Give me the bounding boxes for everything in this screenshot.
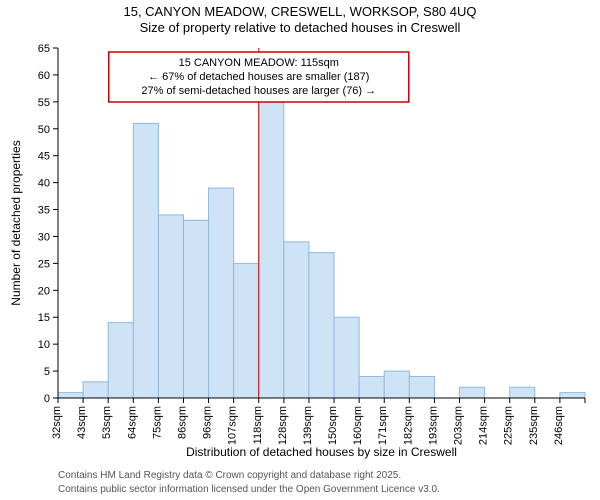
x-tick-label: 96sqm: [202, 406, 214, 439]
y-tick-label: 10: [38, 339, 50, 351]
histogram-bar: [259, 96, 284, 398]
y-tick-label: 5: [44, 366, 50, 378]
x-tick-label: 246sqm: [553, 406, 565, 445]
y-tick-label: 35: [38, 205, 50, 217]
y-tick-label: 65: [38, 43, 50, 55]
x-tick-label: 32sqm: [51, 406, 63, 439]
y-tick-label: 45: [38, 151, 50, 163]
histogram-bar: [409, 376, 434, 398]
chart-container: 15, CANYON MEADOW, CRESWELL, WORKSOP, S8…: [0, 0, 600, 500]
histogram-bar: [108, 323, 133, 398]
x-tick-label: 139sqm: [302, 406, 314, 445]
y-tick-label: 25: [38, 258, 50, 270]
y-tick-label: 30: [38, 231, 50, 243]
histogram-bar: [158, 215, 183, 398]
y-axis-label: Number of detached properties: [9, 140, 23, 305]
y-tick-label: 55: [38, 97, 50, 109]
histogram-bar: [83, 382, 108, 398]
chart-title-1: 15, CANYON MEADOW, CRESWELL, WORKSOP, S8…: [123, 4, 476, 19]
footer-line-2: Contains public sector information licen…: [58, 484, 440, 495]
histogram-bar: [510, 387, 535, 398]
annotation-line: 27% of semi-detached houses are larger (…: [141, 85, 376, 97]
x-tick-label: 235sqm: [528, 406, 540, 445]
x-tick-label: 128sqm: [277, 406, 289, 445]
y-tick-label: 0: [44, 393, 50, 405]
y-tick-label: 15: [38, 312, 50, 324]
y-tick-label: 50: [38, 124, 50, 136]
histogram-bar: [359, 376, 384, 398]
x-axis-label: Distribution of detached houses by size …: [186, 445, 457, 459]
x-tick-label: 75sqm: [151, 406, 163, 439]
x-tick-label: 160sqm: [352, 406, 364, 445]
x-tick-label: 64sqm: [126, 406, 138, 439]
histogram-bar: [209, 188, 234, 398]
y-tick-label: 20: [38, 285, 50, 297]
x-tick-label: 118sqm: [252, 406, 264, 444]
x-tick-label: 193sqm: [427, 406, 439, 445]
x-tick-label: 214sqm: [478, 406, 490, 445]
histogram-bar: [183, 220, 208, 398]
x-tick-label: 225sqm: [503, 406, 515, 445]
y-tick-label: 60: [38, 70, 50, 82]
x-tick-label: 43sqm: [76, 406, 88, 439]
x-tick-label: 171sqm: [377, 406, 389, 445]
histogram-bar: [334, 317, 359, 398]
x-tick-label: 86sqm: [176, 406, 188, 439]
chart-svg: 15, CANYON MEADOW, CRESWELL, WORKSOP, S8…: [0, 0, 600, 500]
x-tick-label: 150sqm: [327, 406, 339, 445]
footer-line-1: Contains HM Land Registry data © Crown c…: [58, 470, 401, 481]
x-tick-label: 203sqm: [453, 406, 465, 445]
histogram-bar: [133, 123, 158, 398]
y-tick-label: 40: [38, 178, 50, 190]
chart-title-2: Size of property relative to detached ho…: [140, 20, 461, 35]
x-tick-label: 53sqm: [101, 406, 113, 439]
histogram-bar: [460, 387, 485, 398]
histogram-bar: [284, 242, 309, 398]
histogram-bar: [384, 371, 409, 398]
x-tick-label: 182sqm: [402, 406, 414, 445]
x-tick-label: 107sqm: [227, 406, 239, 445]
annotation-line: 15 CANYON MEADOW: 115sqm: [179, 57, 339, 69]
histogram-bar: [234, 263, 259, 398]
annotation-line: ← 67% of detached houses are smaller (18…: [148, 71, 369, 83]
histogram-bar: [58, 393, 83, 398]
histogram-bar: [560, 393, 585, 398]
histogram-bar: [309, 253, 334, 398]
